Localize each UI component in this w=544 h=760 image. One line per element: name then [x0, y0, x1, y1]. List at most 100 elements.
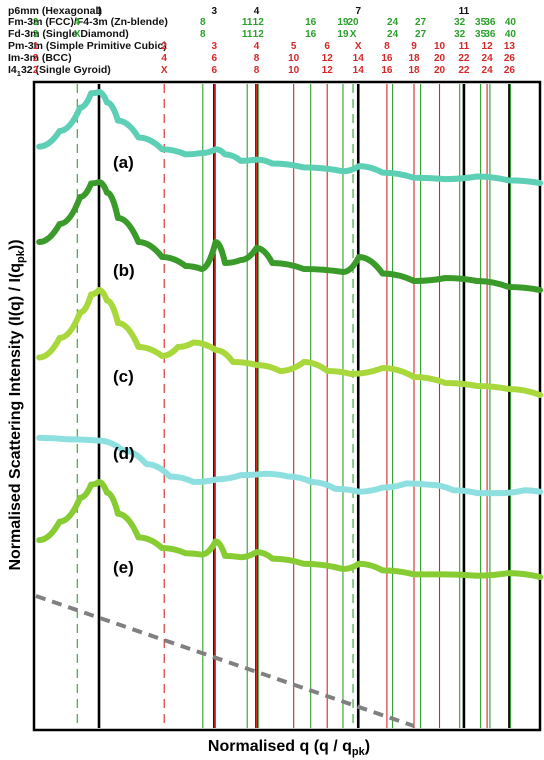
- curve-labels: (a) (b) (c) (d) (e): [113, 153, 135, 577]
- y-axis-label: Normalised Scattering Intensity (I(q) / …: [7, 239, 27, 570]
- phase-5-index-4: 10: [288, 65, 300, 76]
- phase-0-index-3: 7: [355, 6, 361, 17]
- phase-5-index-8: 18: [408, 65, 420, 76]
- phase-2-index-0: 3: [33, 29, 39, 40]
- y-axis-label-sub: pk: [15, 249, 27, 263]
- phase-5-index-7: 16: [381, 65, 393, 76]
- phase-0-index-0: 1: [96, 6, 102, 17]
- phase-1-index-10: 32: [454, 17, 466, 28]
- phase-1-index-11: 35: [475, 17, 487, 28]
- phase-4-index-9: 20: [434, 53, 446, 64]
- phase-3-index-6: X: [355, 41, 362, 52]
- phase-3-index-7: 8: [384, 41, 390, 52]
- curve-label-e: (e): [113, 558, 134, 577]
- phase-1-index-0: 3: [33, 17, 39, 28]
- phase-5-index-11: 24: [482, 65, 494, 76]
- phase-4-index-3: 8: [254, 53, 260, 64]
- phase-2-index-5: 16: [305, 29, 317, 40]
- phase-3-index-12: 13: [504, 41, 516, 52]
- phase-3-index-11: 12: [482, 41, 494, 52]
- phase-2-index-1: X: [74, 29, 81, 40]
- curve-b: [36, 179, 543, 293]
- phase-5-index-0: 2: [33, 65, 39, 76]
- phase-2-index-11: 35: [475, 29, 487, 40]
- phase-3-index-8: 9: [411, 41, 417, 52]
- phase-1-index-7: 20: [347, 17, 359, 28]
- phase-0-index-1: 3: [212, 6, 218, 17]
- phase-2-index-3: 11: [242, 29, 253, 40]
- curve-c: [36, 287, 543, 398]
- phase-1-index-6: 19: [337, 17, 349, 28]
- curve-e: [36, 479, 543, 580]
- phase-row-gyroid: I4132 (Single Gyroid): [8, 64, 111, 78]
- y-axis-label-main: Normalised Scattering Intensity (I(q) / …: [7, 263, 24, 571]
- phase-3-index-10: 11: [459, 41, 470, 52]
- phase-1-index-13: 40: [505, 17, 517, 28]
- phase-4-index-0: 2: [33, 53, 39, 64]
- curve-label-b: (b): [113, 261, 135, 280]
- plot-frame: [32, 80, 542, 732]
- phase-2-index-10: 32: [454, 29, 466, 40]
- phase-4-index-12: 26: [504, 53, 516, 64]
- phase-4-index-6: 14: [353, 53, 365, 64]
- phase-3-index-2: 3: [212, 41, 218, 52]
- phase-name-primitive-cubic: Pm-3m (Simple Primitive Cubic): [8, 40, 167, 52]
- phase-4-index-2: 6: [212, 53, 218, 64]
- phase-name-hexagonal: p6mm (Hexagonal): [8, 5, 102, 17]
- y-axis-label-end: )): [7, 239, 24, 250]
- phase-0-index-4: 11: [459, 6, 470, 17]
- phase-5-index-12: 26: [504, 65, 516, 76]
- phase-2-index-8: 24: [387, 29, 399, 40]
- phase-3-index-9: 10: [434, 41, 446, 52]
- phase-4-index-11: 24: [482, 53, 494, 64]
- phase-2-index-12: 36: [484, 29, 496, 40]
- plot-area: (a) (b) (c) (d) (e): [32, 80, 543, 732]
- phase-4-index-1: 4: [161, 53, 167, 64]
- phase-1-index-9: 27: [415, 17, 427, 28]
- phase-3-index-0: 1: [33, 41, 39, 52]
- phase-1-index-5: 16: [305, 17, 317, 28]
- phase-row-hexagonal: p6mm (Hexagonal): [8, 5, 102, 17]
- phase-2-index-6: 19: [337, 29, 349, 40]
- phase-1-index-8: 24: [387, 17, 399, 28]
- curve-label-d: (d): [113, 444, 135, 463]
- phase-4-index-4: 10: [288, 53, 300, 64]
- phase-4-index-5: 12: [322, 53, 334, 64]
- phase-legend: p6mm (Hexagonal) Fm-3m (FCC)/F4-3m (Zn-b…: [8, 5, 168, 78]
- curve-label-c: (c): [113, 367, 134, 386]
- phase-1-index-12: 36: [484, 17, 496, 28]
- phase-1-index-4: 12: [253, 17, 265, 28]
- phase-3-index-5: 6: [324, 41, 330, 52]
- phase-name-diamond: Fd-3m (Single Diamond): [8, 28, 129, 40]
- phase-5-index-6: 14: [353, 65, 365, 76]
- phase-5-index-2: 6: [212, 65, 218, 76]
- phase-5-index-10: 22: [458, 65, 470, 76]
- phase-3-index-4: 5: [291, 41, 297, 52]
- phase-name-gyroid-sub: 1: [17, 69, 21, 78]
- phase-1-index-3: 11: [242, 17, 253, 28]
- phase-0-index-2: 4: [254, 6, 260, 17]
- phase-5-index-9: 20: [434, 65, 446, 76]
- phase-name-gyroid: I4132 (Single Gyroid): [8, 64, 111, 78]
- phase-5-index-5: 12: [322, 65, 334, 76]
- phase-name-gyroid-end: 32 (Single Gyroid): [21, 64, 111, 76]
- phase-row-diamond: Fd-3m (Single Diamond): [8, 28, 129, 40]
- phase-2-index-9: 27: [415, 29, 427, 40]
- reference-lines: [76, 84, 511, 728]
- phase-2-index-7: X: [350, 29, 357, 40]
- phase-4-index-8: 18: [408, 53, 420, 64]
- curve-a: [36, 89, 543, 186]
- phase-1-index-1: 4: [74, 17, 80, 28]
- curve-d: [36, 434, 543, 497]
- curve-label-a: (a): [113, 153, 134, 172]
- x-axis-label: Normalised q (q / qpk): [208, 738, 370, 758]
- phase-row-primitive-cubic: Pm-3m (Simple Primitive Cubic): [8, 40, 167, 52]
- phase-name-bcc: Im-3m (BCC): [8, 52, 72, 64]
- phase-2-index-13: 40: [505, 29, 517, 40]
- phase-4-index-7: 16: [381, 53, 393, 64]
- phase-3-index-1: 2: [161, 41, 167, 52]
- x-axis-label-sub: pk: [352, 746, 366, 758]
- phase-2-index-2: 8: [200, 29, 206, 40]
